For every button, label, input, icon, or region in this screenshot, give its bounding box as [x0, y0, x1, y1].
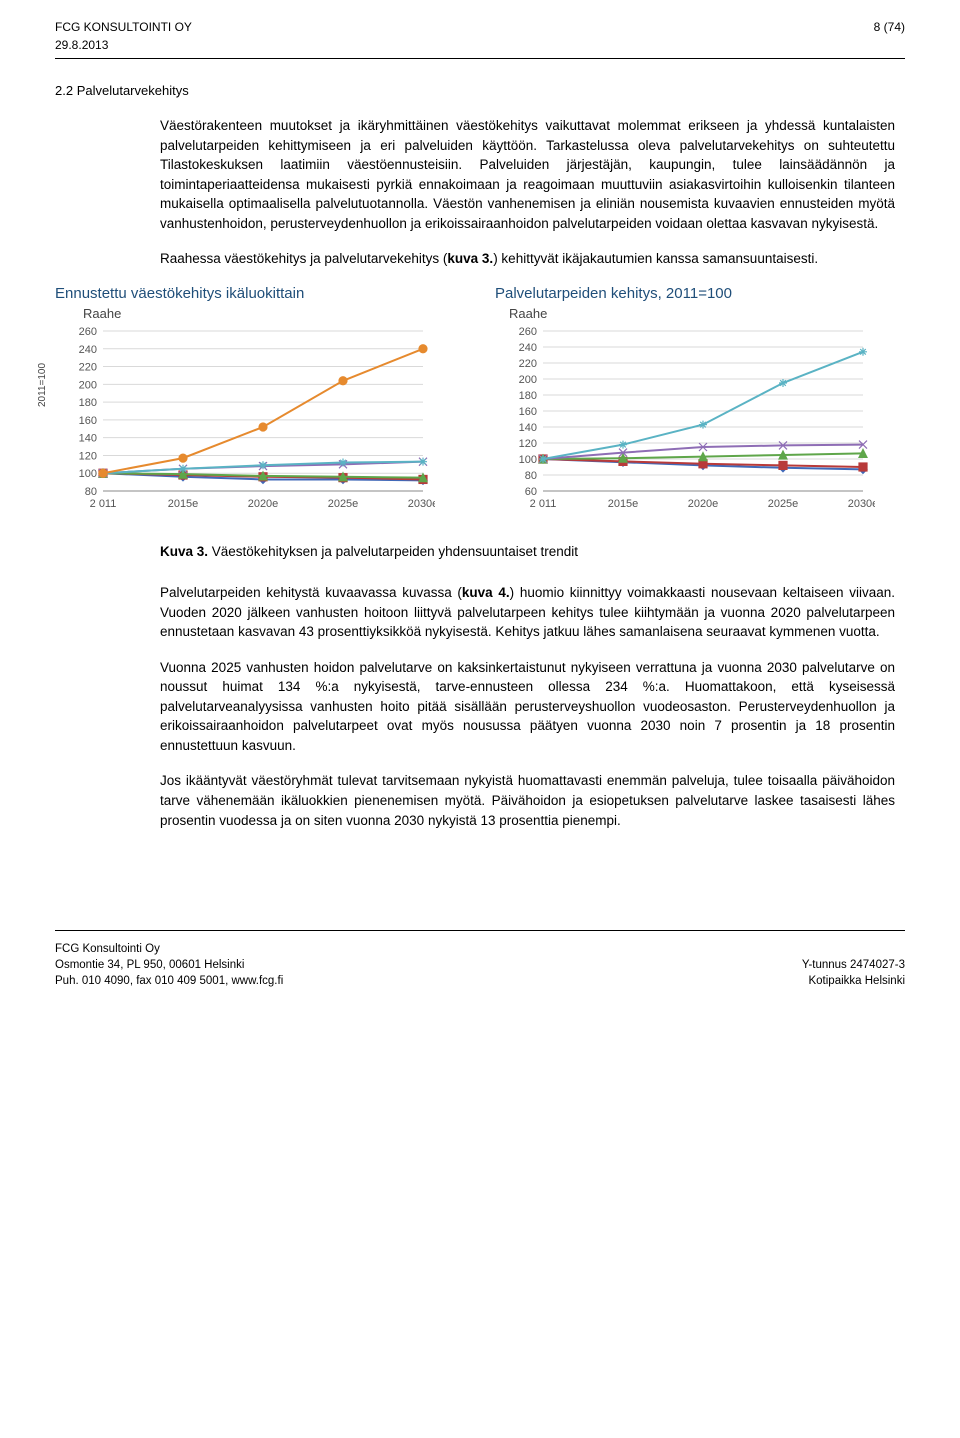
footer-rule	[55, 930, 905, 931]
chart-left: Ennustettu väestökehitys ikäluokittain R…	[55, 285, 465, 516]
footer-left: FCG Konsultointi Oy Osmontie 34, PL 950,…	[55, 941, 283, 989]
caption-label: Kuva 3.	[160, 544, 208, 559]
footer-right: Y-tunnus 2474027-3 Kotipaikka Helsinki	[802, 941, 905, 989]
svg-text:120: 120	[79, 450, 97, 462]
p2-ref: kuva 3.	[447, 251, 493, 266]
paragraph-1: Väestörakenteen muutokset ja ikäryhmittä…	[160, 116, 895, 233]
charts-row: Ennustettu väestökehitys ikäluokittain R…	[55, 285, 905, 516]
svg-text:160: 160	[519, 406, 537, 418]
svg-text:240: 240	[519, 342, 537, 354]
chart2-svg: 60 80 100 120 140 160 180 200 220 240 260 2 011 2015…	[495, 323, 875, 513]
footer-company: FCG Konsultointi Oy	[55, 941, 283, 957]
svg-text:180: 180	[519, 390, 537, 402]
svg-text:2025e: 2025e	[328, 498, 359, 510]
paragraph-5: Jos ikääntyvät väestöryhmät tulevat tarv…	[160, 771, 895, 830]
paragraph-3: Palvelutarpeiden kehitystä kuvaavassa ku…	[160, 583, 895, 642]
chart2-title: Palvelutarpeiden kehitys, 2011=100	[495, 285, 905, 302]
svg-text:180: 180	[79, 397, 97, 409]
svg-text:160: 160	[79, 415, 97, 427]
footer-business-id: Y-tunnus 2474027-3	[802, 957, 905, 973]
svg-text:2 011: 2 011	[530, 498, 557, 510]
p3-ref: kuva 4.	[462, 585, 510, 600]
header-page-number: 8 (74)	[874, 20, 905, 34]
svg-text:140: 140	[79, 433, 97, 445]
svg-text:260: 260	[79, 326, 97, 338]
svg-text:2020e: 2020e	[688, 498, 719, 510]
section-number: 2.2	[55, 83, 73, 98]
paragraph-2: Raahessa väestökehitys ja palvelutarveke…	[160, 249, 895, 269]
caption-text: Väestökehityksen ja palvelutarpeiden yhd…	[208, 544, 578, 559]
svg-text:120: 120	[519, 438, 537, 450]
chart2-subtitle: Raahe	[509, 306, 905, 321]
svg-text:100: 100	[519, 454, 537, 466]
svg-text:220: 220	[79, 361, 97, 373]
page-footer: FCG Konsultointi Oy Osmontie 34, PL 950,…	[55, 941, 905, 989]
chart1-subtitle: Raahe	[83, 306, 465, 321]
header-rule	[55, 58, 905, 59]
section-title: Palvelutarvekehitys	[77, 83, 189, 98]
svg-text:2030e: 2030e	[848, 498, 875, 510]
svg-text:100: 100	[79, 468, 97, 480]
p3-pre: Palvelutarpeiden kehitystä kuvaavassa ku…	[160, 585, 462, 600]
svg-text:140: 140	[519, 422, 537, 434]
chart1-yaxis-label: 2011=100	[37, 363, 48, 407]
figure-caption: Kuva 3. Väestökehityksen ja palvelutarpe…	[160, 544, 895, 559]
svg-text:2 011: 2 011	[90, 498, 117, 510]
svg-text:200: 200	[519, 374, 537, 386]
svg-text:2025e: 2025e	[768, 498, 799, 510]
svg-text:2020e: 2020e	[248, 498, 279, 510]
svg-text:240: 240	[79, 344, 97, 356]
svg-text:2015e: 2015e	[608, 498, 639, 510]
chart-right: Palvelutarpeiden kehitys, 2011=100 Raahe…	[495, 285, 905, 516]
chart1-svg: 80 100 120 140 160 180 200 220 240 260 2 011 2015e 2…	[55, 323, 435, 513]
header-company: FCG KONSULTOINTI OY	[55, 20, 192, 34]
footer-address: Osmontie 34, PL 950, 00601 Helsinki	[55, 957, 283, 973]
svg-text:60: 60	[525, 486, 537, 498]
svg-text:220: 220	[519, 358, 537, 370]
chart1-title: Ennustettu väestökehitys ikäluokittain	[55, 285, 465, 302]
svg-text:2030e: 2030e	[408, 498, 435, 510]
footer-domicile: Kotipaikka Helsinki	[802, 973, 905, 989]
header-date: 29.8.2013	[55, 38, 905, 52]
svg-text:2015e: 2015e	[168, 498, 199, 510]
svg-text:80: 80	[85, 486, 97, 498]
p2-pre: Raahessa väestökehitys ja palvelutarveke…	[160, 251, 447, 266]
svg-text:200: 200	[79, 379, 97, 391]
paragraph-4: Vuonna 2025 vanhusten hoidon palvelutarv…	[160, 658, 895, 756]
p2-post: ) kehittyvät ikäjakautumien kanssa saman…	[493, 251, 818, 266]
svg-text:80: 80	[525, 470, 537, 482]
svg-text:260: 260	[519, 326, 537, 338]
section-heading: 2.2 Palvelutarvekehitys	[55, 83, 905, 98]
footer-contact: Puh. 010 4090, fax 010 409 5001, www.fcg…	[55, 973, 283, 989]
page-header: FCG KONSULTOINTI OY 8 (74)	[55, 20, 905, 34]
